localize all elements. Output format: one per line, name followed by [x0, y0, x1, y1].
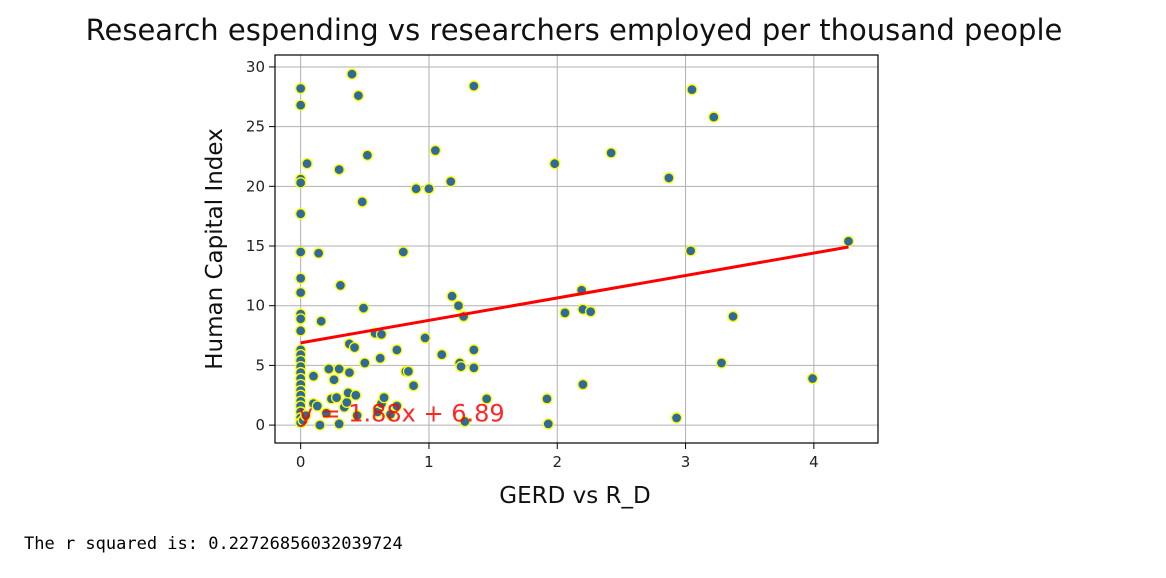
data-point [384, 408, 397, 420]
data-point [542, 418, 554, 430]
data-point [685, 245, 697, 257]
data-point [559, 307, 571, 319]
data-point [300, 409, 312, 422]
data-point [452, 300, 465, 312]
chart-title: Research espending vs researchers employ… [86, 13, 1063, 47]
data-point [541, 393, 553, 405]
y-tick-label: 5 [255, 356, 265, 374]
data-points [295, 68, 855, 431]
data-point [334, 279, 347, 292]
data-point [375, 328, 388, 341]
data-point [670, 412, 683, 424]
data-point [391, 400, 403, 412]
data-point [806, 372, 819, 385]
x-tick-label: 4 [809, 453, 819, 471]
r-squared-output: The r squared is: 0.22726856032039724 [24, 534, 403, 554]
data-point [842, 235, 855, 247]
data-point [295, 246, 307, 258]
data-point [468, 80, 480, 92]
data-point [320, 407, 332, 419]
data-point [295, 208, 307, 220]
data-point [333, 163, 345, 176]
data-point [436, 349, 448, 361]
data-point [455, 360, 467, 373]
data-point [605, 147, 617, 159]
data-point [357, 302, 370, 314]
grid [275, 55, 878, 443]
data-point [328, 374, 340, 386]
data-point [333, 418, 345, 430]
y-tick-label: 15 [246, 237, 265, 255]
data-point [311, 400, 323, 412]
data-point [301, 157, 313, 170]
data-point [359, 357, 371, 369]
data-point [295, 82, 307, 95]
data-point [315, 315, 327, 327]
data-point [727, 310, 739, 323]
data-point [314, 419, 326, 431]
data-point [715, 357, 728, 369]
y-tick-label: 25 [246, 118, 265, 136]
data-point [410, 183, 422, 195]
data-point [663, 172, 675, 184]
data-point [549, 157, 561, 170]
data-point [419, 332, 431, 344]
x-tick-label: 1 [424, 453, 434, 471]
data-point [402, 365, 415, 378]
data-point [352, 89, 365, 102]
y-tick-label: 30 [246, 58, 265, 76]
x-tick-label: 3 [681, 453, 691, 471]
y-axis: 0 5 10 15 20 25 30 [246, 58, 275, 434]
data-point [468, 344, 480, 356]
data-point [330, 391, 343, 404]
data-point [295, 99, 307, 111]
x-tick-label: 2 [552, 453, 562, 471]
data-point [397, 246, 409, 258]
data-point [407, 380, 420, 392]
plot-area [274, 54, 879, 444]
data-point [350, 389, 362, 401]
data-point [346, 68, 358, 80]
x-tick-label: 0 [296, 453, 306, 471]
data-point [348, 341, 361, 354]
data-point [295, 286, 307, 299]
data-point [445, 175, 457, 188]
y-tick-label: 10 [246, 297, 265, 315]
data-point [374, 352, 386, 364]
data-point [323, 363, 335, 375]
data-point [459, 415, 471, 428]
data-point [423, 183, 435, 195]
data-point [361, 149, 374, 161]
data-point [577, 378, 589, 391]
data-point [378, 391, 390, 404]
data-point [429, 144, 442, 157]
data-point [391, 344, 403, 356]
data-point [295, 177, 307, 189]
data-point [708, 111, 720, 123]
data-point [343, 366, 356, 379]
data-point [584, 306, 597, 318]
data-point [351, 409, 363, 422]
data-point [295, 272, 307, 284]
data-point [312, 247, 325, 259]
regression-line [300, 245, 849, 345]
data-point [307, 370, 320, 382]
y-tick-label: 0 [255, 416, 265, 434]
x-axis-label: GERD vs R_D [499, 483, 650, 509]
data-point [356, 196, 368, 208]
data-point [295, 313, 307, 325]
data-point [481, 393, 493, 405]
data-point [686, 83, 698, 96]
data-point [468, 362, 480, 374]
y-tick-label: 20 [246, 177, 265, 195]
y-axis-label: Human Capital Index [202, 128, 228, 370]
x-axis: 0 1 2 3 4 [296, 443, 819, 471]
data-point [333, 363, 345, 375]
data-point [446, 290, 458, 302]
regression-equation: y = 1.88x + 6.89 [299, 399, 505, 427]
data-point [295, 325, 307, 337]
